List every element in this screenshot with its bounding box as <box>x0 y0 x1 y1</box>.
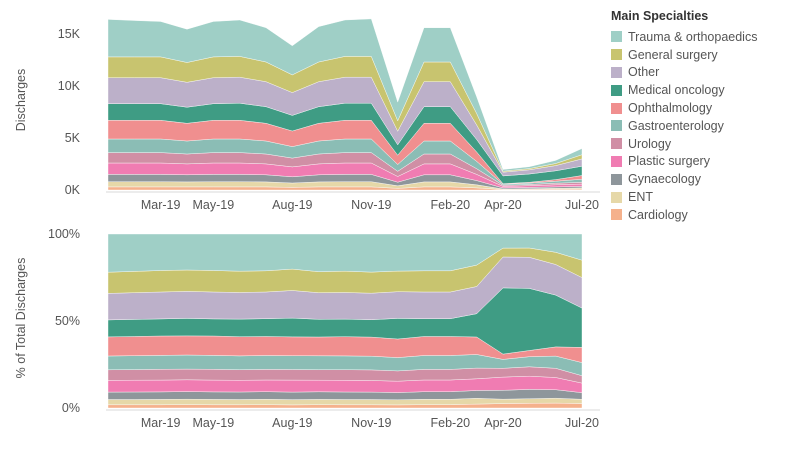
bottom-x-tick-label: Apr-20 <box>484 416 522 430</box>
bottom-x-tick-label: Aug-19 <box>272 416 312 430</box>
legend-label: Gastroenterology <box>628 118 724 133</box>
top-y-axis-label: Discharges <box>14 69 28 132</box>
top-x-tick-label: Nov-19 <box>351 198 391 212</box>
top-x-tick-label: Feb-20 <box>431 198 471 212</box>
bottom-x-tick-label: Feb-20 <box>431 416 471 430</box>
bottom-y-axis-label: % of Total Discharges <box>14 258 28 379</box>
bottom-y-tick-label: 100% <box>48 227 80 241</box>
legend-swatch <box>611 209 622 221</box>
legend-label: ENT <box>628 190 653 205</box>
legend-label: Medical oncology <box>628 83 725 98</box>
legend-item[interactable]: General surgery <box>611 46 796 64</box>
legend-swatch <box>611 173 622 185</box>
legend-label: Gynaecology <box>628 172 701 187</box>
legend-item[interactable]: Trauma & orthopaedics <box>611 28 796 46</box>
legend-swatch <box>611 120 622 132</box>
bottom-x-tick-label: Nov-19 <box>351 416 391 430</box>
bottom-area-trauma-orthopaedics[interactable] <box>107 233 583 273</box>
legend-item[interactable]: Gynaecology <box>611 170 796 188</box>
legend-item[interactable]: ENT <box>611 188 796 206</box>
legend-label: Cardiology <box>628 207 688 222</box>
bottom-x-tick-label: Mar-19 <box>141 416 181 430</box>
legend-swatch <box>611 84 622 96</box>
legend-swatch <box>611 155 622 167</box>
top-y-tick-label: 5K <box>65 131 81 145</box>
bottom-y-tick-label: 50% <box>55 314 80 328</box>
legend-item[interactable]: Plastic surgery <box>611 153 796 171</box>
top-x-tick-label: Mar-19 <box>141 198 181 212</box>
legend-swatch <box>611 31 622 43</box>
bottom-x-tick-label: Jul-20 <box>565 416 599 430</box>
legend-label: Urology <box>628 136 672 151</box>
legend-label: Plastic surgery <box>628 154 710 169</box>
legend-swatch <box>611 102 622 114</box>
top-x-tick-label: Apr-20 <box>484 198 522 212</box>
bottom-y-tick-label: 0% <box>62 401 80 415</box>
top-y-tick-label: 0K <box>65 183 81 197</box>
legend-swatch <box>611 138 622 150</box>
legend-item[interactable]: Cardiology <box>611 206 796 224</box>
legend-item[interactable]: Other <box>611 64 796 82</box>
bottom-x-tick-label: May-19 <box>192 416 234 430</box>
legend: Main Specialties Trauma & orthopaedics Ge… <box>611 9 796 224</box>
legend-label: Other <box>628 65 660 80</box>
legend-item[interactable]: Ophthalmology <box>611 99 796 117</box>
top-x-tick-label: May-19 <box>192 198 234 212</box>
legend-item[interactable]: Medical oncology <box>611 81 796 99</box>
top-x-tick-label: Jul-20 <box>565 198 599 212</box>
top-area-trauma-orthopaedics[interactable] <box>107 18 583 172</box>
legend-items: Trauma & orthopaedics General surgery Othe… <box>611 28 796 224</box>
legend-item[interactable]: Urology <box>611 135 796 153</box>
legend-swatch <box>611 49 622 61</box>
top-y-tick-label: 15K <box>58 27 81 41</box>
top-x-tick-label: Aug-19 <box>272 198 312 212</box>
legend-item[interactable]: Gastroenterology <box>611 117 796 135</box>
legend-label: General surgery <box>628 47 718 62</box>
top-y-tick-label: 10K <box>58 79 81 93</box>
percent-area-chart: 0% 50% 100% Mar-19 May-19 Aug-19 Nov-19 Feb-20 A… <box>48 227 600 430</box>
legend-swatch <box>611 191 622 203</box>
legend-title: Main Specialties <box>611 9 709 23</box>
discharges-area-chart: 0K 5K 10K 15K Mar-19 May-19 Aug-19 Nov-19 Feb-20… <box>58 18 600 212</box>
legend-label: Ophthalmology <box>628 101 713 116</box>
legend-swatch <box>611 66 622 78</box>
legend-label: Trauma & orthopaedics <box>628 29 758 44</box>
